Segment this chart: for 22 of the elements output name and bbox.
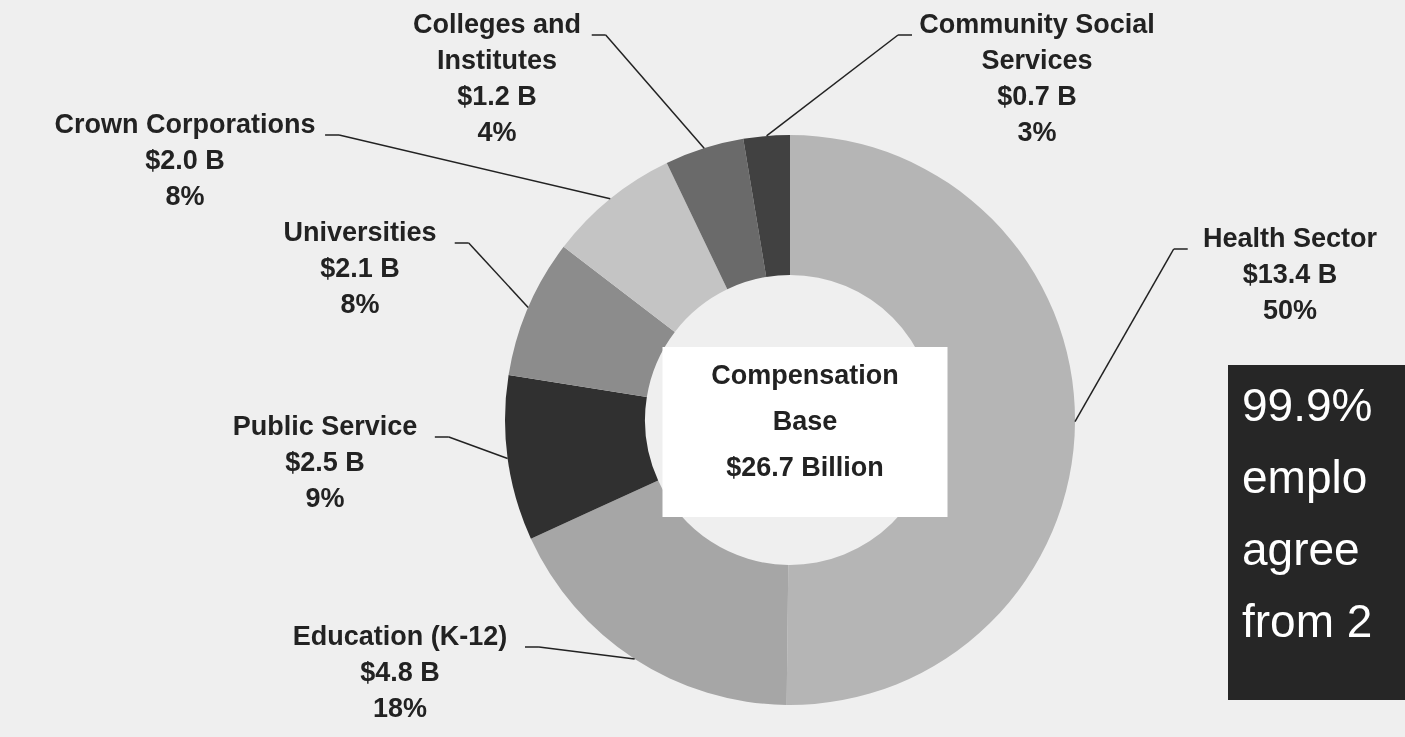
data-label: $2.1 B 8% xyxy=(320,253,400,319)
data-label: $2.0 B 8% xyxy=(145,145,225,211)
data-label: $1.2 B 4% xyxy=(457,81,537,147)
data-label: $4.8 B 18% xyxy=(360,657,440,723)
donut-slice xyxy=(666,138,767,290)
slice-label: Colleges and Institutes xyxy=(412,9,582,75)
slice-label: Education (K-12) xyxy=(292,621,508,651)
text: 99.9% emplo agree from 2 xyxy=(1242,379,1373,647)
legend-label: Public Service xyxy=(232,411,418,441)
slice-label: Health Sector xyxy=(1202,223,1378,253)
data-label: $13.4 B 50% xyxy=(1242,259,1338,325)
donut-slice xyxy=(505,374,659,539)
data-label: $0.7 B 3% xyxy=(997,81,1077,147)
slice-label: Universities xyxy=(283,217,437,247)
data-label: $2.5 B 9% xyxy=(285,447,365,513)
donut-slice xyxy=(563,163,728,332)
slice-label: Crown Corporations xyxy=(54,109,316,139)
donut-slice xyxy=(508,246,675,398)
donut-slice xyxy=(530,480,789,705)
slice-label: Community Social Services xyxy=(919,9,1155,75)
donut-slice xyxy=(743,135,790,277)
text: Compensation Base $26.7 Billion xyxy=(711,360,899,482)
